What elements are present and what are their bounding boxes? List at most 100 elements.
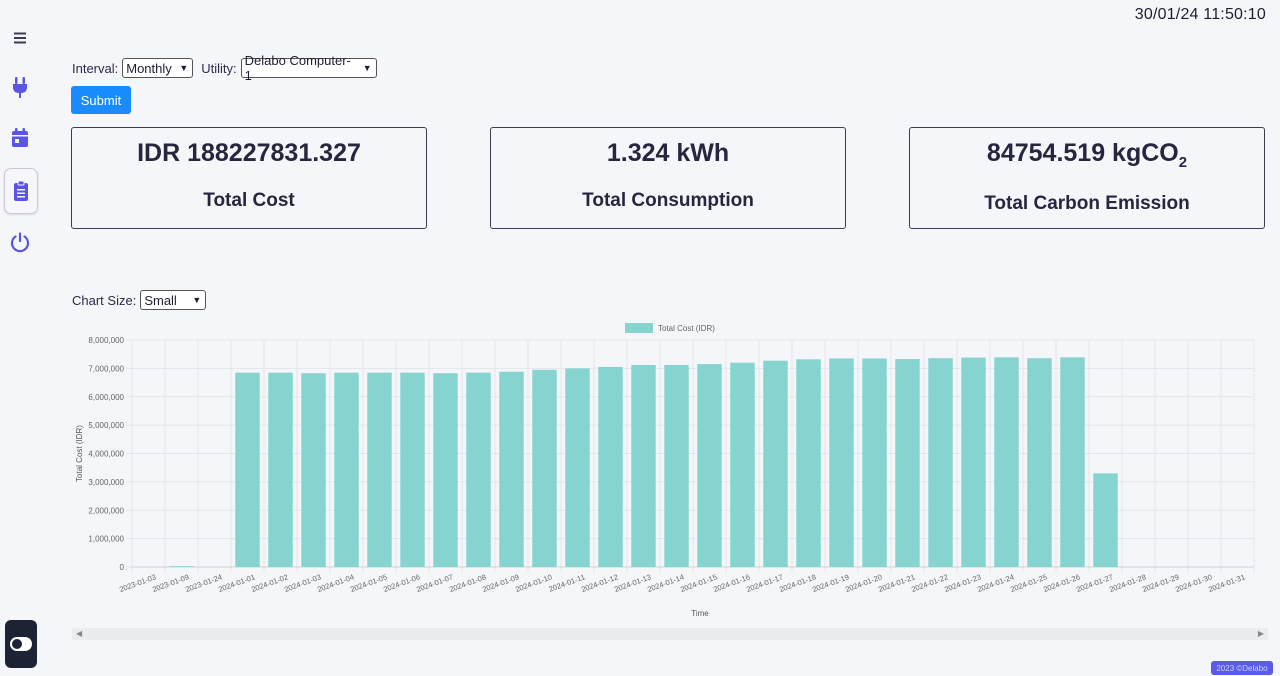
- x-tick-label: 2024-01-07: [415, 572, 454, 594]
- filter-controls: Interval: Monthly ▼ Utility: Delabo Comp…: [72, 53, 377, 83]
- toggle-icon: [10, 637, 32, 651]
- interval-label: Interval:: [72, 60, 119, 76]
- x-tick-label: 2024-01-24: [976, 572, 1015, 594]
- x-tick-label: 2024-01-21: [877, 572, 916, 594]
- bar: [268, 372, 293, 567]
- bar: [301, 373, 326, 567]
- chevron-down-icon: ▼: [362, 63, 372, 73]
- x-tick-label: 2024-01-11: [548, 572, 587, 593]
- x-tick-label: 2024-01-10: [514, 572, 553, 594]
- x-tick-label: 2024-01-23: [943, 572, 982, 594]
- x-axis-title: Time: [691, 609, 709, 618]
- x-tick-label: 2024-01-05: [349, 572, 388, 594]
- utility-select[interactable]: Delabo Computer-1 ▼: [240, 53, 377, 83]
- x-tick-label: 2024-01-14: [646, 572, 685, 594]
- interval-select[interactable]: Monthly ▼: [122, 58, 194, 78]
- y-tick-label: 3,000,000: [88, 478, 124, 487]
- y-tick-label: 5,000,000: [88, 421, 124, 430]
- y-axis-title: Total Cost (IDR): [75, 425, 84, 482]
- menu-icon: [14, 32, 26, 44]
- footer-badge: 2023 ©Delabo: [1211, 661, 1273, 675]
- x-tick-label: 2024-01-01: [217, 572, 256, 594]
- x-tick-label: 2024-01-26: [1042, 572, 1081, 594]
- bar: [565, 368, 590, 567]
- bar: [961, 357, 986, 567]
- y-tick-label: 2,000,000: [88, 506, 124, 515]
- y-tick-label: 6,000,000: [88, 393, 124, 402]
- y-tick-label: 4,000,000: [88, 450, 124, 459]
- bar: [697, 364, 722, 567]
- bar: [334, 372, 359, 567]
- bar: [1060, 357, 1085, 567]
- bar: [499, 371, 524, 567]
- bar: [796, 359, 821, 567]
- x-tick-label: 2024-01-18: [778, 572, 817, 594]
- x-tick-label: 2024-01-15: [679, 572, 718, 594]
- chart-horizontal-scrollbar[interactable]: ◀ ▶: [72, 628, 1268, 640]
- total-carbon-label: Total Carbon Emission: [984, 193, 1190, 214]
- bar: [532, 369, 557, 567]
- bar: [664, 364, 689, 567]
- total-consumption-card: 1.324 kWh Total Consumption: [490, 127, 846, 229]
- calendar-icon: [12, 128, 28, 147]
- x-tick-label: 2024-01-06: [382, 572, 421, 594]
- bar: [169, 566, 194, 567]
- total-cost-label: Total Cost: [203, 190, 295, 211]
- bar: [928, 358, 953, 567]
- bar: [763, 360, 788, 567]
- theme-toggle-button[interactable]: [5, 620, 37, 668]
- chart-size-select[interactable]: Small ▼: [140, 290, 207, 310]
- y-tick-label: 7,000,000: [88, 364, 124, 373]
- power-icon: [10, 232, 30, 253]
- bar: [829, 358, 854, 567]
- x-tick-label: 2024-01-03: [283, 572, 322, 594]
- x-tick-label: 2024-01-16: [712, 572, 751, 594]
- x-tick-label: 2024-01-02: [250, 572, 289, 594]
- y-tick-label: 8,000,000: [88, 336, 124, 345]
- bar: [730, 362, 755, 567]
- bar: [631, 364, 656, 567]
- bar: [1027, 358, 1052, 567]
- x-tick-label: 2024-01-28: [1108, 572, 1147, 594]
- chevron-down-icon: ▼: [192, 295, 202, 305]
- clipboard-icon: [14, 180, 28, 201]
- x-tick-label: 2023-01-03: [118, 572, 157, 594]
- nav-calendar[interactable]: [4, 122, 36, 154]
- nav-power[interactable]: [4, 226, 36, 258]
- x-tick-label: 2024-01-08: [448, 572, 487, 594]
- bar: [598, 366, 623, 567]
- x-tick-label: 2024-01-12: [580, 572, 619, 594]
- bar: [400, 372, 425, 567]
- x-tick-label: 2024-01-22: [910, 572, 949, 594]
- menu-button[interactable]: [4, 22, 36, 54]
- sidebar: [0, 0, 42, 676]
- nav-report[interactable]: [4, 168, 38, 214]
- y-tick-label: 0: [120, 563, 125, 572]
- scroll-left-icon[interactable]: ◀: [76, 629, 83, 638]
- chevron-down-icon: ▼: [179, 63, 189, 73]
- chart-size-label: Chart Size:: [72, 292, 137, 308]
- cost-bar-chart: 0 1,000,000 2,000,000 3,000,000 4,000,000 5,0…: [75, 323, 1255, 618]
- x-tick-label: 2024-01-09: [481, 572, 520, 594]
- bar: [235, 372, 260, 567]
- x-tick-label: 2024-01-30: [1174, 572, 1213, 594]
- total-consumption-value: 1.324 kWh: [606, 139, 730, 167]
- legend-swatch: [625, 323, 653, 333]
- nav-plug[interactable]: [4, 72, 36, 104]
- utility-label: Utility:: [201, 60, 237, 76]
- plug-icon: [13, 77, 27, 98]
- x-tick-label: 2024-01-13: [613, 572, 652, 594]
- x-tick-label: 2023-01-09: [151, 572, 190, 594]
- chart-size-control: Chart Size: Small ▼: [72, 290, 207, 310]
- total-consumption-label: Total Consumption: [582, 190, 754, 211]
- x-tick-label: 2024-01-25: [1009, 572, 1048, 594]
- x-tick-label: 2024-01-17: [745, 572, 784, 594]
- submit-button[interactable]: Submit: [71, 86, 131, 114]
- x-tick-label: 2024-01-29: [1141, 572, 1180, 594]
- bar: [367, 372, 392, 567]
- scroll-right-icon[interactable]: ▶: [1257, 629, 1264, 638]
- total-carbon-value: 84754.519 kgCO2: [986, 139, 1188, 171]
- x-tick-label: 2024-01-20: [844, 572, 883, 594]
- total-carbon-card: 84754.519 kgCO2 Total Carbon Emission: [909, 127, 1265, 229]
- total-cost-value: IDR 188227831.327: [137, 139, 361, 167]
